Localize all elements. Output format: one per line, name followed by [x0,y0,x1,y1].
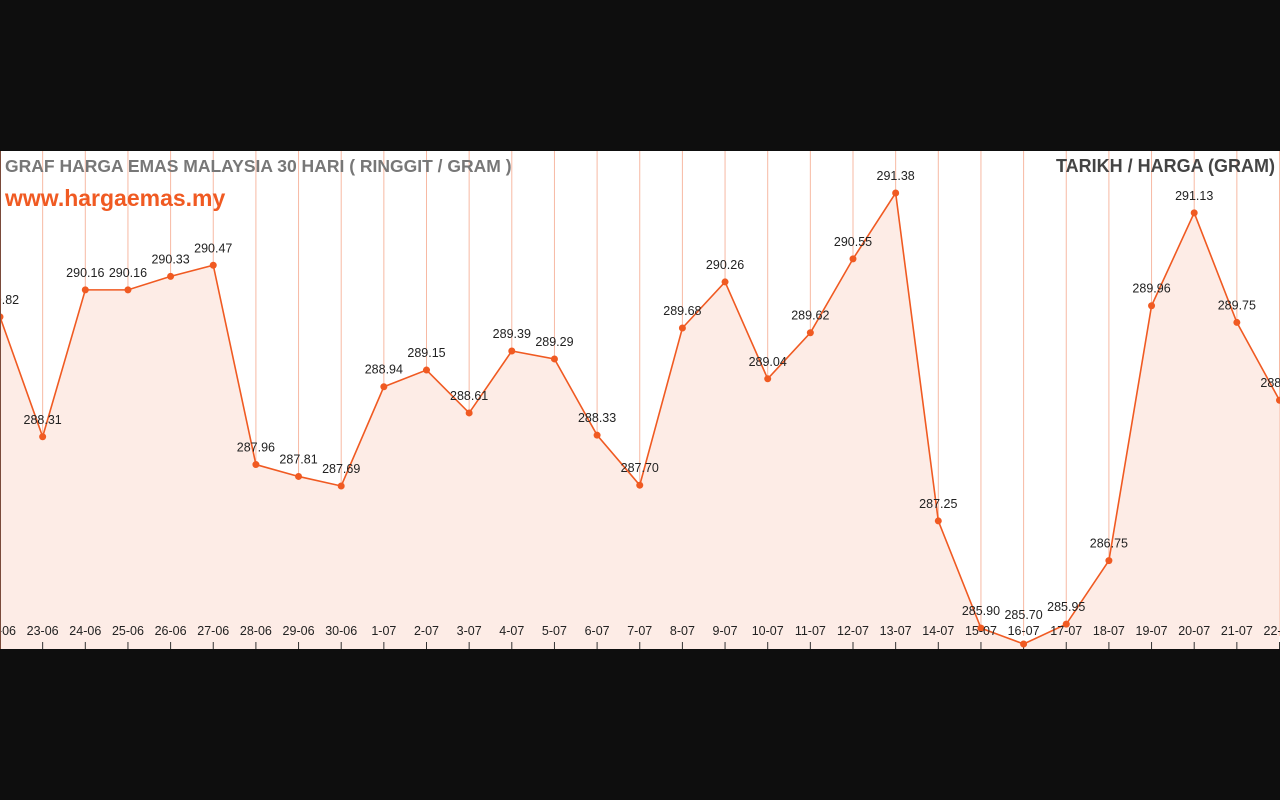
data-point[interactable] [1105,557,1113,565]
data-point[interactable] [252,461,260,469]
x-tick-label: 2-07 [414,624,439,638]
x-tick-label: 18-07 [1093,624,1125,638]
x-tick-label: 24-06 [69,624,101,638]
data-point[interactable] [678,324,686,332]
value-label: 287.96 [237,441,275,455]
x-tick-label: 14-07 [922,624,954,638]
value-label: 290.47 [194,241,232,255]
x-tick-label: 11-07 [795,624,826,638]
value-label: 289.82 [0,293,19,307]
value-label: 291.13 [1175,189,1213,203]
x-tick-label: 22-06 [0,624,16,638]
data-point[interactable] [508,347,516,355]
value-label: 290.33 [151,252,189,266]
price-area-fill [0,193,1280,649]
data-point[interactable] [806,329,814,337]
x-tick-label: 17-07 [1050,624,1082,638]
x-tick-label: 8-07 [670,624,695,638]
value-label: 290.55 [834,235,872,249]
x-tick-label: 3-07 [457,624,482,638]
x-tick-label: 30-06 [325,624,357,638]
data-point[interactable] [593,431,601,439]
value-label: 289.04 [749,355,787,369]
value-label: 289.39 [493,327,531,341]
x-tick-label: 27-06 [197,624,229,638]
x-tick-label: 23-06 [27,624,59,638]
data-point[interactable] [423,366,430,374]
value-label: 287.81 [279,452,317,466]
value-label: 290.16 [109,266,147,280]
x-tick-label: 28-06 [240,624,272,638]
value-label: 290.16 [66,266,104,280]
data-point[interactable] [550,355,558,363]
value-label: 289.15 [407,346,445,360]
value-label: 288.31 [24,413,62,427]
value-label: 287.70 [621,461,659,475]
x-tick-label: 20-07 [1178,624,1210,638]
data-point[interactable] [977,624,985,632]
x-tick-label: 26-06 [155,624,187,638]
value-label: 289.75 [1218,298,1256,312]
data-point[interactable] [849,255,857,263]
data-point[interactable] [337,482,345,490]
data-point[interactable] [380,383,388,391]
x-tick-label: 5-07 [542,624,567,638]
data-point[interactable] [39,433,47,441]
value-label: 288.61 [450,389,488,403]
x-tick-label: 25-06 [112,624,144,638]
data-point[interactable] [465,409,473,417]
data-point[interactable] [295,472,303,480]
value-label: 287.69 [322,462,360,476]
x-tick-label: 10-07 [752,624,784,638]
x-tick-label: 6-07 [585,624,610,638]
value-label: 291.38 [877,169,915,183]
value-label: 289.96 [1132,282,1170,296]
x-tick-label: 19-07 [1136,624,1168,638]
data-point[interactable] [167,272,175,280]
value-label: 288.94 [365,363,403,377]
x-tick-label: 12-07 [837,624,869,638]
data-point[interactable] [209,261,217,269]
x-tick-label: 15-07 [965,624,997,638]
data-point[interactable] [1190,209,1198,217]
data-point[interactable] [1062,620,1070,628]
x-tick-label: 4-07 [499,624,524,638]
value-label: 288.77 [1260,376,1280,390]
x-tick-label: 21-07 [1221,624,1253,638]
value-label: 289.68 [663,304,701,318]
value-label: 285.95 [1047,600,1085,614]
value-label: 286.75 [1090,537,1128,551]
x-tick-label: 22-07 [1264,624,1280,638]
value-label: 285.70 [1004,608,1042,622]
data-point[interactable] [721,278,729,286]
data-point[interactable] [764,375,772,383]
chart-title: GRAF HARGA EMAS MALAYSIA 30 HARI ( RINGG… [5,156,512,176]
data-point[interactable] [1020,640,1028,648]
value-label: 290.26 [706,258,744,272]
legend-title: TARIKH / HARGA (GRAM) [1056,156,1275,176]
data-point[interactable] [81,286,89,294]
x-tick-label: 16-07 [1008,624,1040,638]
x-tick-label: 13-07 [880,624,912,638]
data-point[interactable] [124,286,132,294]
value-label: 288.33 [578,411,616,425]
data-point[interactable] [1233,318,1241,326]
data-point[interactable] [1148,302,1156,310]
data-point[interactable] [934,517,942,525]
x-tick-label: 9-07 [713,624,738,638]
value-label: 289.29 [535,335,573,349]
data-point[interactable] [1276,396,1280,404]
x-tick-label: 7-07 [627,624,652,638]
site-url[interactable]: www.hargaemas.my [5,185,226,211]
value-label: 287.25 [919,497,957,511]
data-point[interactable] [636,481,644,489]
value-label: 289.62 [791,309,829,323]
value-label: 285.90 [962,604,1000,618]
x-tick-label: 1-07 [371,624,396,638]
x-tick-label: 29-06 [283,624,315,638]
data-point[interactable] [892,189,900,197]
